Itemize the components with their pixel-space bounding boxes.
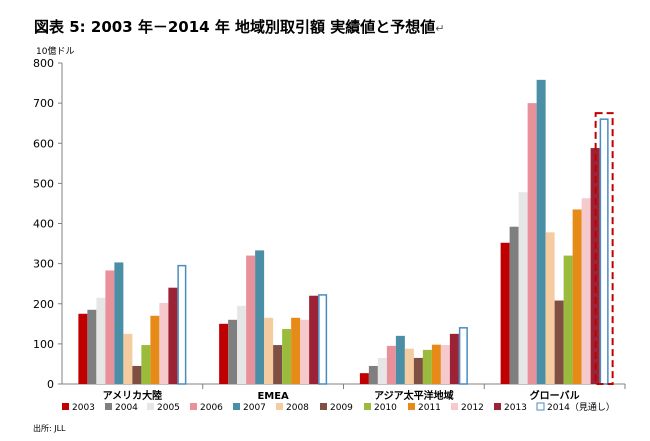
bar (159, 302, 169, 384)
x-category-label: EMEA (257, 391, 289, 402)
legend-swatch (408, 403, 415, 410)
bar (291, 317, 301, 384)
bar (386, 345, 396, 384)
bar (413, 357, 423, 384)
y-axis-unit: 10億ドル (36, 47, 75, 57)
return-mark: ↵ (435, 22, 445, 35)
bar (563, 255, 573, 384)
bar (264, 317, 274, 384)
bar (518, 192, 528, 384)
bar (318, 294, 328, 385)
y-tick-label: 100 (33, 338, 54, 351)
bar (422, 349, 432, 384)
bar (132, 365, 142, 384)
bar (141, 345, 151, 384)
legend-label: 2011 (418, 403, 441, 413)
bar (431, 344, 441, 384)
legend-swatch (276, 403, 283, 410)
bar (359, 373, 369, 384)
bar (237, 305, 247, 384)
bar (545, 232, 555, 384)
bar (572, 209, 582, 384)
x-category-label: アメリカ大陸 (103, 389, 163, 402)
legend-swatch (147, 403, 154, 410)
bar (368, 365, 378, 384)
y-tick-label: 600 (33, 137, 54, 150)
bar (150, 315, 160, 384)
bar (395, 335, 405, 384)
x-category-label: アジア太平洋地域 (374, 389, 454, 402)
bar (246, 255, 256, 384)
chart-title: 図表 5: 2003 年－2014 年 地域別取引額 実績値と予想値↵ (34, 16, 445, 37)
bar (219, 323, 229, 384)
forecast-highlight-box (594, 112, 614, 386)
bar (509, 226, 519, 384)
bar (177, 264, 187, 385)
bar (168, 287, 178, 384)
legend-label: 2004 (115, 403, 138, 413)
y-tick-label: 0 (47, 378, 54, 391)
y-tick-label: 400 (33, 218, 54, 231)
legend-label: 2005 (157, 403, 180, 413)
y-tick-label: 800 (33, 57, 54, 70)
legend-swatch (494, 403, 501, 410)
legend-label: 2014（見通し） (547, 402, 615, 413)
chart-title-text: 図表 5: 2003 年－2014 年 地域別取引額 実績値と予想値 (34, 18, 436, 36)
bar (599, 118, 609, 385)
bar (87, 309, 97, 384)
legend-label: 2007 (243, 403, 266, 413)
bar (449, 333, 459, 384)
legend-swatch (320, 403, 327, 410)
bar (309, 295, 319, 384)
legend-swatch (233, 403, 240, 410)
y-tick-label: 300 (33, 258, 54, 271)
legend-swatch (190, 403, 197, 410)
legend-label: 2010 (374, 403, 397, 413)
legend-label: 2012 (461, 403, 484, 413)
bar (500, 242, 510, 384)
bar (255, 250, 265, 384)
y-tick-label: 700 (33, 97, 54, 110)
bar (527, 103, 537, 384)
bar (273, 345, 283, 384)
bar (300, 319, 310, 384)
bar (536, 79, 546, 384)
bar (581, 198, 591, 384)
bar (377, 357, 387, 384)
bar (282, 329, 292, 384)
bar (458, 327, 468, 385)
x-category-label: グローバル (530, 389, 580, 402)
bar (96, 297, 106, 384)
source-note: 出所: JLL (33, 424, 66, 433)
legend-label: 2003 (72, 403, 95, 413)
y-tick-label: 200 (33, 298, 54, 311)
bar (123, 333, 133, 384)
bar (440, 345, 450, 384)
y-tick-label: 500 (33, 177, 54, 190)
bar (404, 348, 414, 384)
bar (114, 262, 124, 384)
legend-label: 2008 (286, 403, 309, 413)
legend-label: 2009 (330, 403, 353, 413)
bar (228, 319, 238, 384)
bar (554, 300, 564, 384)
legend-swatch (105, 403, 112, 410)
legend-swatch (364, 403, 371, 410)
legend-swatch (536, 402, 545, 411)
bar (78, 313, 88, 384)
legend-swatch (62, 403, 69, 410)
legend-label: 2006 (200, 403, 223, 413)
bar (105, 270, 115, 384)
legend-swatch (451, 403, 458, 410)
legend-label: 2013 (504, 403, 527, 413)
